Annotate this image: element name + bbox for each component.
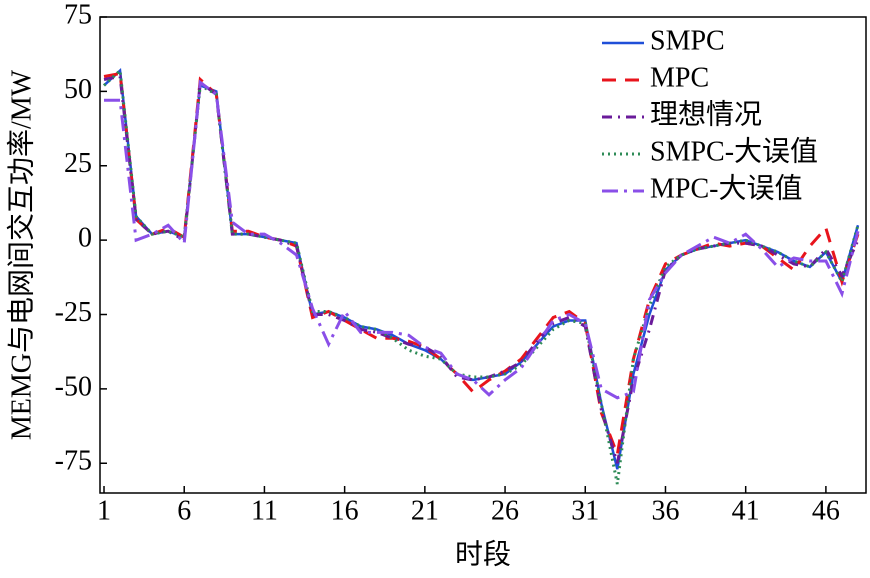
- x-tick-label: 11: [251, 495, 278, 526]
- series-line: [104, 79, 860, 400]
- x-tick-label: 36: [651, 495, 679, 526]
- x-tick-label: 16: [331, 495, 359, 526]
- y-tick-label: -75: [55, 446, 92, 477]
- series-line: [103, 71, 860, 460]
- x-tick-label: 21: [411, 495, 439, 526]
- x-tick-label: 1: [97, 495, 111, 526]
- y-tick-label: -25: [55, 297, 92, 328]
- x-tick-label: 31: [571, 495, 599, 526]
- legend-label: SMPC: [650, 25, 725, 56]
- x-axis-label: 时段: [455, 538, 511, 570]
- legend-label: SMPC-大误值: [650, 135, 818, 167]
- plot-frame: [99, 16, 867, 494]
- y-tick-label: 75: [64, 0, 92, 30]
- x-tick-label: 26: [491, 495, 519, 526]
- series-line: [102, 67, 860, 485]
- x-tick-label: 46: [812, 495, 840, 526]
- y-tick-label: -50: [55, 371, 92, 402]
- x-tick-label: 41: [732, 495, 760, 526]
- y-axis-label: MEMG与电网间交互功率/MW: [5, 69, 37, 440]
- legend-label: 理想情况: [650, 98, 762, 130]
- y-tick-label: 50: [64, 74, 92, 105]
- y-tick-label: 0: [78, 223, 92, 254]
- y-tick-label: 25: [64, 148, 92, 179]
- x-tick-label: 6: [177, 495, 191, 526]
- legend-label: MPC-大误值: [650, 172, 802, 204]
- legend-label: MPC: [650, 62, 709, 93]
- series-line: [103, 74, 860, 464]
